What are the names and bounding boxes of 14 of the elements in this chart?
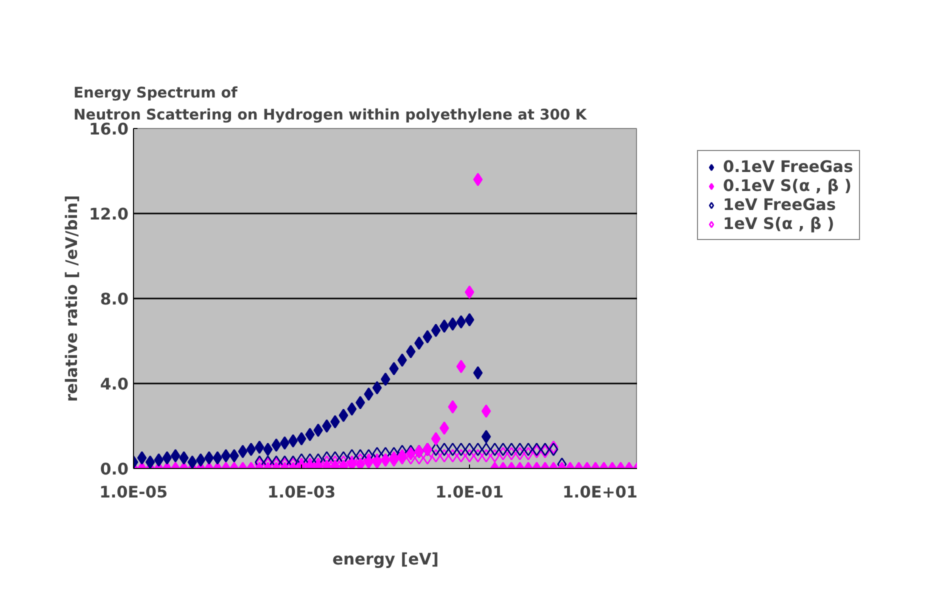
legend-label: 0.1eV FreeGas — [723, 157, 854, 176]
y-tick-label: 8.0 — [100, 290, 128, 308]
x-axis-title: energy [eV] — [332, 550, 439, 568]
legend-label: 1eV FreeGas — [723, 195, 836, 214]
x-tick-label: 1.0E-05 — [99, 482, 168, 502]
y-tick-label: 0.0 — [100, 460, 128, 478]
x-tick-label: 1.0E+01 — [562, 482, 638, 502]
x-tick-label: 1.0E-03 — [267, 482, 336, 502]
x-tick-label: 1.0E-01 — [435, 482, 504, 502]
legend-label: 1eV S(α , β ) — [723, 214, 834, 233]
y-tick-label: 12.0 — [89, 204, 129, 224]
y-axis-title: relative ratio [ /eV/bin] — [62, 195, 82, 402]
y-tick-label: 4.0 — [100, 374, 128, 394]
legend-label: 0.1eV S(α , β ) — [723, 176, 852, 195]
